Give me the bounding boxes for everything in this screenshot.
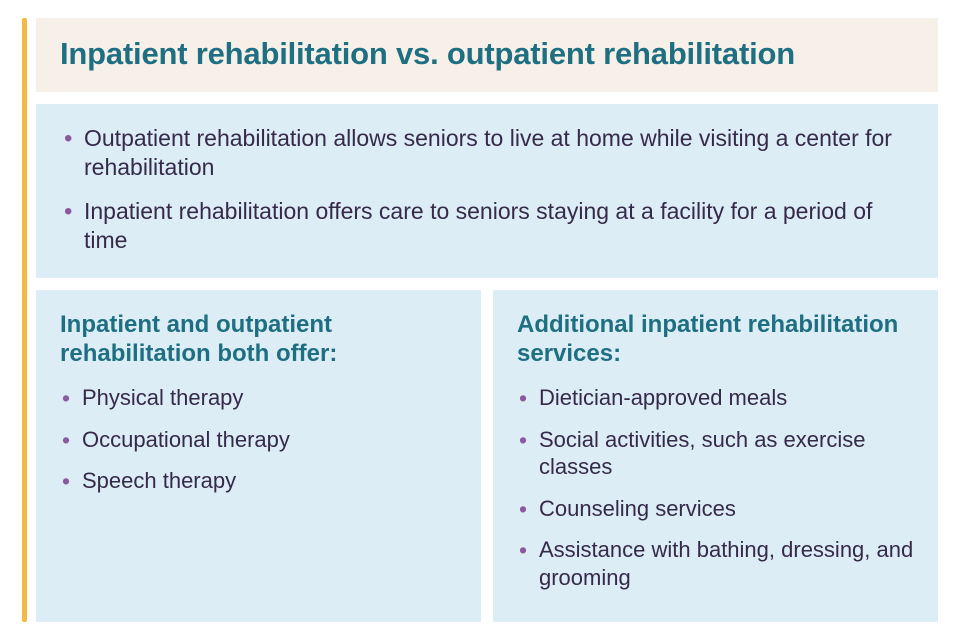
left-heading: Inpatient and outpatient rehabilitation … <box>60 310 457 369</box>
accent-bar <box>22 18 27 622</box>
infographic-page: Inpatient rehabilitation vs. outpatient … <box>0 0 960 640</box>
intro-list: Outpatient rehabilitation allows seniors… <box>62 124 912 256</box>
right-heading: Additional inpatient rehabilitation serv… <box>517 310 914 369</box>
page-title: Inpatient rehabilitation vs. outpatient … <box>60 36 914 72</box>
title-panel: Inpatient rehabilitation vs. outpatient … <box>36 18 938 92</box>
left-panel: Inpatient and outpatient rehabilitation … <box>36 290 481 622</box>
list-item: Counseling services <box>517 495 914 523</box>
intro-item: Inpatient rehabilitation offers care to … <box>62 197 912 256</box>
intro-panel: Outpatient rehabilitation allows seniors… <box>36 104 938 278</box>
list-item: Dietician-approved meals <box>517 384 914 412</box>
list-item: Physical therapy <box>60 384 457 412</box>
left-list: Physical therapy Occupational therapy Sp… <box>60 384 457 495</box>
columns-row: Inpatient and outpatient rehabilitation … <box>36 290 938 622</box>
list-item: Social activities, such as exercise clas… <box>517 426 914 481</box>
intro-item: Outpatient rehabilitation allows seniors… <box>62 124 912 183</box>
list-item: Speech therapy <box>60 467 457 495</box>
list-item: Assistance with bathing, dressing, and g… <box>517 536 914 591</box>
content-column: Inpatient rehabilitation vs. outpatient … <box>36 18 938 622</box>
list-item: Occupational therapy <box>60 426 457 454</box>
right-list: Dietician-approved meals Social activiti… <box>517 384 914 591</box>
right-panel: Additional inpatient rehabilitation serv… <box>493 290 938 622</box>
